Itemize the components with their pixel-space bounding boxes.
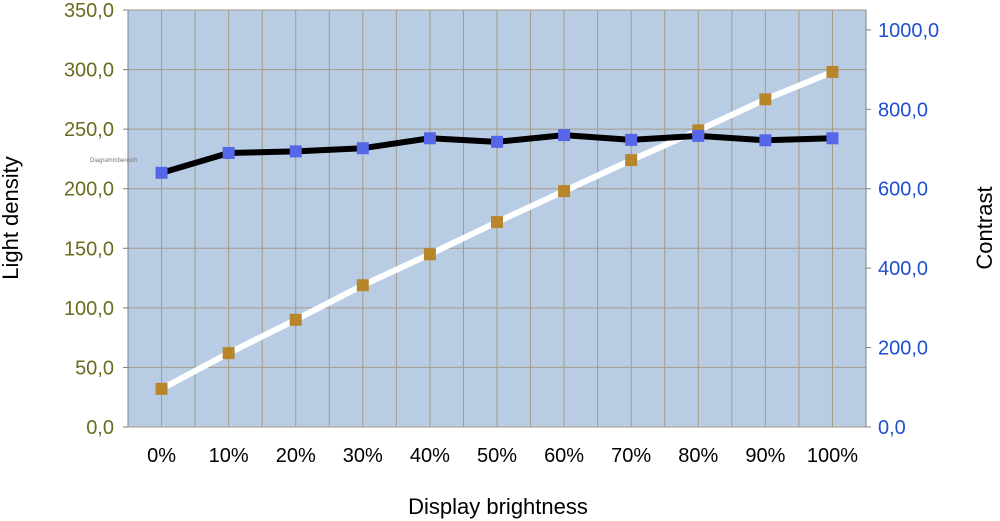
series-2-point (558, 129, 571, 142)
x-tick-label: 30% (343, 445, 383, 467)
series-2-point (222, 146, 235, 159)
y2-tick-label: 800,0 (878, 99, 928, 121)
x-tick-label: 70% (611, 445, 651, 467)
series-1-point (289, 313, 302, 326)
series-1-point (356, 279, 369, 292)
series-1-point (423, 248, 436, 261)
series-2-point (625, 133, 638, 146)
x-axis-title: Display brightness (408, 494, 588, 519)
y-axis-title: Light density (0, 156, 23, 280)
series-1-point (625, 154, 638, 167)
y-tick-label: 250,0 (64, 119, 114, 141)
plot-area-label: Diagrammbereich (90, 158, 137, 164)
x-tick-label: 90% (745, 445, 785, 467)
series-1-point (558, 185, 571, 198)
y2-tick-label: 600,0 (878, 179, 928, 201)
y2-axis-title: Contrast (972, 186, 997, 269)
y-tick-label: 0,0 (86, 417, 114, 439)
x-tick-label: 0% (147, 445, 176, 467)
y2-tick-label: 1000,0 (878, 20, 939, 42)
series-2-point (289, 145, 302, 158)
series-2-point (155, 166, 168, 179)
x-axis: 0% 10% 20% 30% 40% 50% 60% 70% 80% 90% 100% (147, 445, 858, 467)
series-1-point (155, 382, 168, 395)
x-tick-label: 40% (410, 445, 450, 467)
y-tick-label: 350,0 (64, 0, 114, 22)
series-1-point (222, 347, 235, 360)
series-1-point (826, 65, 839, 78)
series-2-point (759, 134, 772, 147)
y2-tick-label: 400,0 (878, 258, 928, 280)
series-2-point (826, 132, 839, 145)
x-tick-label: 20% (276, 445, 316, 467)
left-axis: 0,0 50,0 100,0 150,0 200,0 250,0 300,0 350,0 (64, 0, 129, 439)
x-tick-label: 60% (544, 445, 584, 467)
right-axis: 0,0 200,0 400,0 600,0 800,0 1000,0 (865, 10, 939, 439)
series-2-point (423, 132, 436, 145)
series-2-point (491, 135, 503, 148)
y-tick-label: 300,0 (64, 60, 114, 82)
y-tick-label: 100,0 (64, 298, 114, 320)
x-tick-label: 10% (209, 445, 249, 467)
series-1-point (491, 216, 503, 229)
series-2-point (692, 129, 705, 142)
y2-tick-label: 0,0 (878, 417, 906, 439)
y-tick-label: 200,0 (64, 179, 114, 201)
y2-tick-label: 200,0 (878, 338, 928, 360)
series-layer (155, 65, 839, 395)
series-1-point (759, 93, 772, 106)
x-tick-label: 100% (807, 445, 858, 467)
series-2-point (356, 142, 369, 155)
x-tick-label: 80% (678, 445, 718, 467)
y-tick-label: 50,0 (75, 357, 114, 379)
y-tick-label: 150,0 (64, 238, 114, 260)
x-tick-label: 50% (477, 445, 517, 467)
